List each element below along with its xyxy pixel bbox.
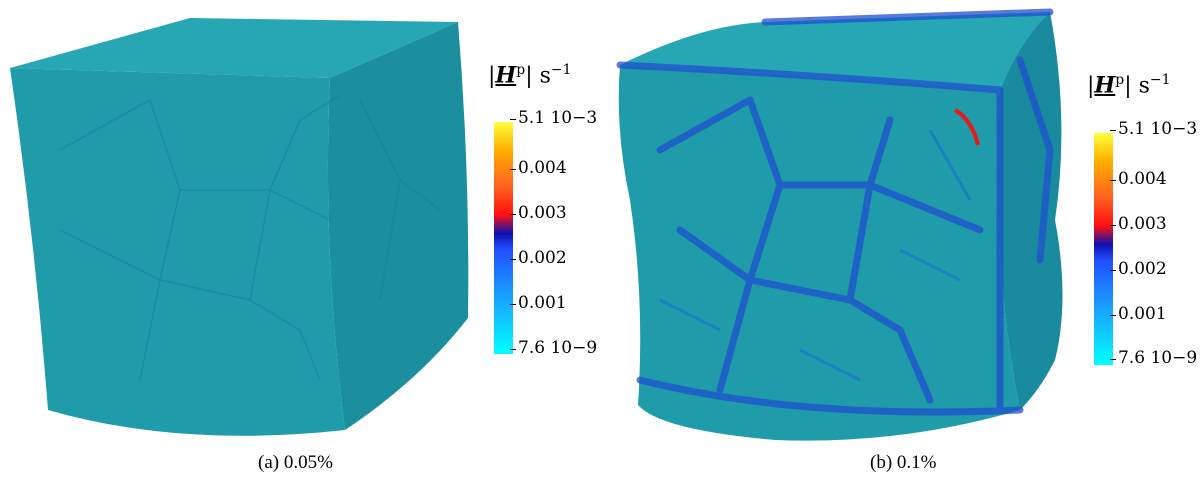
colorbar-tick: 0.002 (510, 248, 567, 268)
colorbar-tick: 0.001 (510, 293, 567, 313)
colorbar-tick-max: 5.1 10−3 (1109, 119, 1198, 139)
cube-front-face (10, 68, 345, 436)
colorbar-tick: 0.003 (1110, 214, 1167, 234)
colorbar-tick: 0.003 (510, 203, 567, 223)
colorbar-tick: 0.002 (1110, 259, 1167, 279)
colorbar-tick: 0.001 (1110, 304, 1167, 324)
cube-right-face (327, 22, 469, 430)
colorbar-tick: 0.004 (1110, 169, 1167, 189)
colorbar-tick-min: 7.6 10−9 (1109, 348, 1198, 368)
colorbar-title: |Hp| s−1 (488, 62, 572, 89)
cube-top-face (10, 18, 458, 78)
figure-panel-a: |Hp| s−1 5.1 10−3 0.004 0.003 0.002 0.00… (0, 0, 597, 490)
colorbar (1094, 133, 1113, 365)
cube-right-face (997, 12, 1063, 410)
cube-render-a (10, 18, 469, 436)
cube-render-b (616, 8, 1063, 441)
colorbar-tick-min: 7.6 10−9 (509, 338, 598, 358)
colorbar-tick-max: 5.1 10−3 (509, 108, 598, 128)
high-strain-spot (953, 108, 980, 146)
minor-bands (659, 129, 972, 382)
plastic-bands (616, 8, 1054, 416)
grain-boundaries (59, 94, 441, 381)
caption-a: (a) 0.05% (258, 452, 333, 473)
caption-b: (b) 0.1% (870, 452, 937, 473)
colorbar-title: |Hp| s−1 (1087, 72, 1171, 99)
figure-panel-b: |Hp| s−1 5.1 10−3 0.004 0.003 0.002 0.00… (600, 0, 1201, 490)
cube-front-face (618, 65, 1020, 441)
colorbar (494, 122, 513, 354)
colorbar-tick: 0.004 (510, 158, 567, 178)
